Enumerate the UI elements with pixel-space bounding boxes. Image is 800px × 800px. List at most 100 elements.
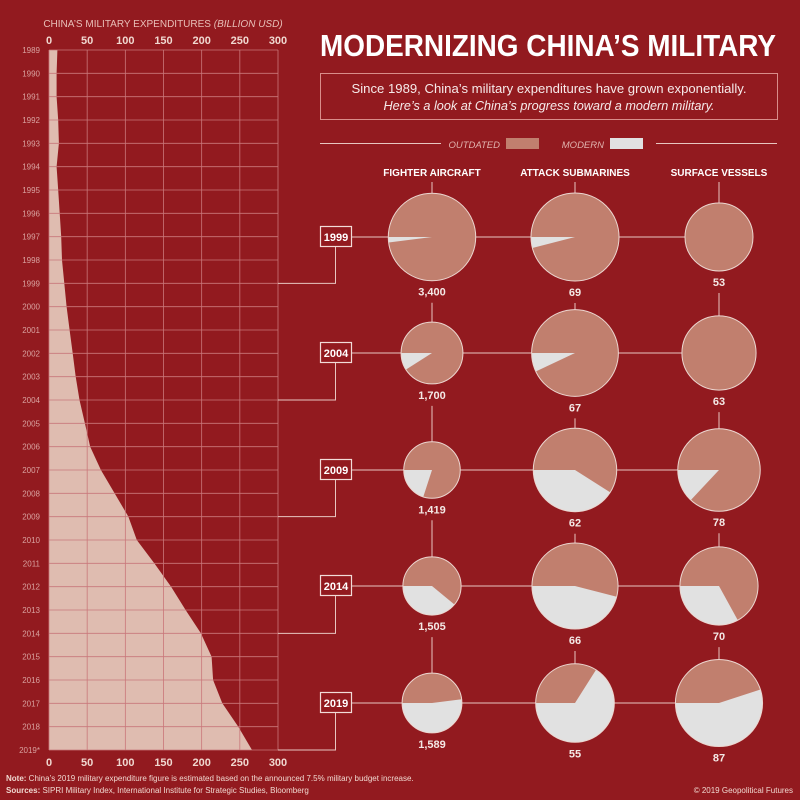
pie-2019-0: 1,589 — [401, 672, 463, 751]
column-header: FIGHTER AIRCRAFT — [383, 168, 480, 179]
column-header: SURFACE VESSELS — [671, 168, 768, 179]
x-tick-label-bottom: 50 — [81, 757, 93, 769]
year-label: 2009 — [22, 513, 40, 522]
pie-1999-1: 69 — [530, 192, 620, 299]
pie-outline — [401, 672, 463, 734]
year-label: 1989 — [22, 46, 40, 55]
pie-outline — [679, 546, 759, 626]
pie-outdated-slice — [685, 203, 753, 271]
pie-2014-2: 70 — [679, 546, 759, 643]
year-label: 2006 — [22, 443, 40, 452]
pie-total-label: 69 — [569, 287, 581, 299]
year-label: 1994 — [22, 163, 40, 172]
year-connectors — [278, 247, 336, 751]
pie-outdated-slice — [681, 315, 757, 391]
pie-outline — [400, 321, 464, 385]
sources: Sources: SIPRI Military Index, Internati… — [6, 786, 309, 795]
year-label: 2010 — [22, 536, 40, 545]
pie-2004-2: 63 — [681, 315, 757, 408]
pie-modern-slice — [402, 699, 462, 733]
pie-modern-slice — [675, 689, 763, 747]
copyright: © 2019 Geopolitical Futures — [694, 786, 793, 795]
year-label: 2011 — [23, 559, 41, 568]
pie-total-label: 1,700 — [418, 390, 446, 402]
pie-modern-slice — [402, 586, 455, 616]
year-label: 1995 — [22, 186, 40, 195]
year-label: 2019* — [19, 746, 40, 755]
pie-outline — [531, 309, 619, 397]
subtitle-line-1: Since 1989, China’s military expenditure… — [352, 81, 747, 96]
x-tick-label-bottom: 100 — [116, 757, 134, 769]
year-box-label: 1999 — [324, 232, 348, 244]
sources-label: Sources: — [6, 786, 40, 795]
legend-modern-label: MODERN — [562, 140, 604, 151]
subtitle-line-2: Here’s a look at China’s progress toward… — [384, 98, 715, 113]
year-label: 2017 — [22, 699, 40, 708]
year-box — [319, 574, 353, 597]
chart-to-year-connector — [278, 247, 336, 284]
pie-outline — [535, 663, 615, 743]
x-tick-label-bottom: 200 — [192, 757, 210, 769]
year-label: 2014 — [22, 629, 40, 638]
x-tick-label-top: 100 — [116, 35, 134, 47]
pie-total-label: 66 — [569, 635, 581, 647]
year-box — [319, 691, 353, 714]
pie-outline — [681, 315, 757, 391]
legend-modern-swatch — [610, 138, 643, 149]
year-label: 1998 — [22, 256, 40, 265]
x-tick-label-top: 150 — [154, 35, 172, 47]
year-label: 1991 — [22, 93, 40, 102]
chart-title-text: CHINA’S MILITARY EXPENDITURES — [43, 19, 211, 30]
chart-title: CHINA’S MILITARY EXPENDITURES (BILLION U… — [43, 19, 282, 30]
pie-2014-1: 66 — [531, 542, 619, 647]
footnote-label: Note: — [6, 774, 26, 783]
x-tick-label-top: 0 — [46, 35, 52, 47]
subtitle-box — [320, 73, 778, 120]
pie-total-label: 63 — [713, 396, 725, 408]
pie-modern-slice — [679, 586, 738, 626]
year-box-label: 2004 — [324, 348, 349, 360]
year-label: 2012 — [22, 583, 40, 592]
pie-outline — [387, 192, 477, 282]
expenditure-area — [49, 50, 252, 750]
modernization-pie-grid: FIGHTER AIRCRAFT ATTACK SUBMARINES SURFACE… — [319, 168, 768, 765]
x-tick-label-bottom: 0 — [46, 757, 52, 769]
pie-1999-0: 3,400 — [387, 192, 477, 299]
pie-modern-slice — [403, 470, 432, 497]
footnote: Note: China’s 2019 military expenditure … — [6, 774, 414, 783]
year-box — [319, 458, 353, 481]
year-label: 2001 — [22, 326, 40, 335]
pie-total-label: 70 — [713, 631, 725, 643]
pie-total-label: 62 — [569, 518, 581, 530]
x-tick-label-top: 200 — [192, 35, 210, 47]
pie-2009-1: 62 — [532, 427, 618, 530]
chart-to-year-connector — [278, 713, 336, 751]
pie-2009-2: 78 — [677, 428, 761, 529]
year-label: 1992 — [22, 116, 40, 125]
pie-modern-slice — [531, 586, 617, 630]
x-tick-label-bottom: 150 — [154, 757, 172, 769]
chart-to-year-connector — [278, 596, 336, 634]
year-label: 2005 — [22, 419, 40, 428]
x-tick-label-bottom: 300 — [269, 757, 287, 769]
pie-total-label: 55 — [569, 748, 581, 760]
year-box-label: 2014 — [324, 581, 349, 593]
year-label: 2004 — [22, 396, 40, 405]
pie-total-label: 3,400 — [418, 287, 446, 299]
pie-modern-slice — [401, 353, 432, 370]
pie-2019-1: 55 — [535, 663, 615, 760]
year-label: 2008 — [22, 489, 40, 498]
year-label: 2013 — [22, 606, 40, 615]
chart-title-unit: (BILLION USD) — [214, 19, 283, 30]
year-box — [319, 341, 353, 364]
year-label: 1996 — [22, 209, 40, 218]
page-title: MODERNIZING CHINA’S MILITARY — [320, 28, 776, 63]
year-label: 2002 — [22, 349, 40, 358]
year-label: 2016 — [22, 676, 40, 685]
pie-2014-0: 1,505 — [402, 556, 462, 633]
pie-total-label: 78 — [713, 517, 725, 529]
pie-modern-slice — [388, 237, 432, 243]
year-label: 2003 — [22, 373, 40, 382]
pie-modern-slice — [677, 470, 719, 501]
